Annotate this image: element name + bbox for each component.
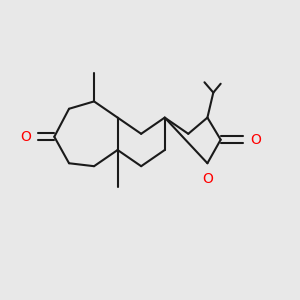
Text: O: O <box>250 133 261 147</box>
Text: O: O <box>202 172 213 186</box>
Text: O: O <box>20 130 31 144</box>
